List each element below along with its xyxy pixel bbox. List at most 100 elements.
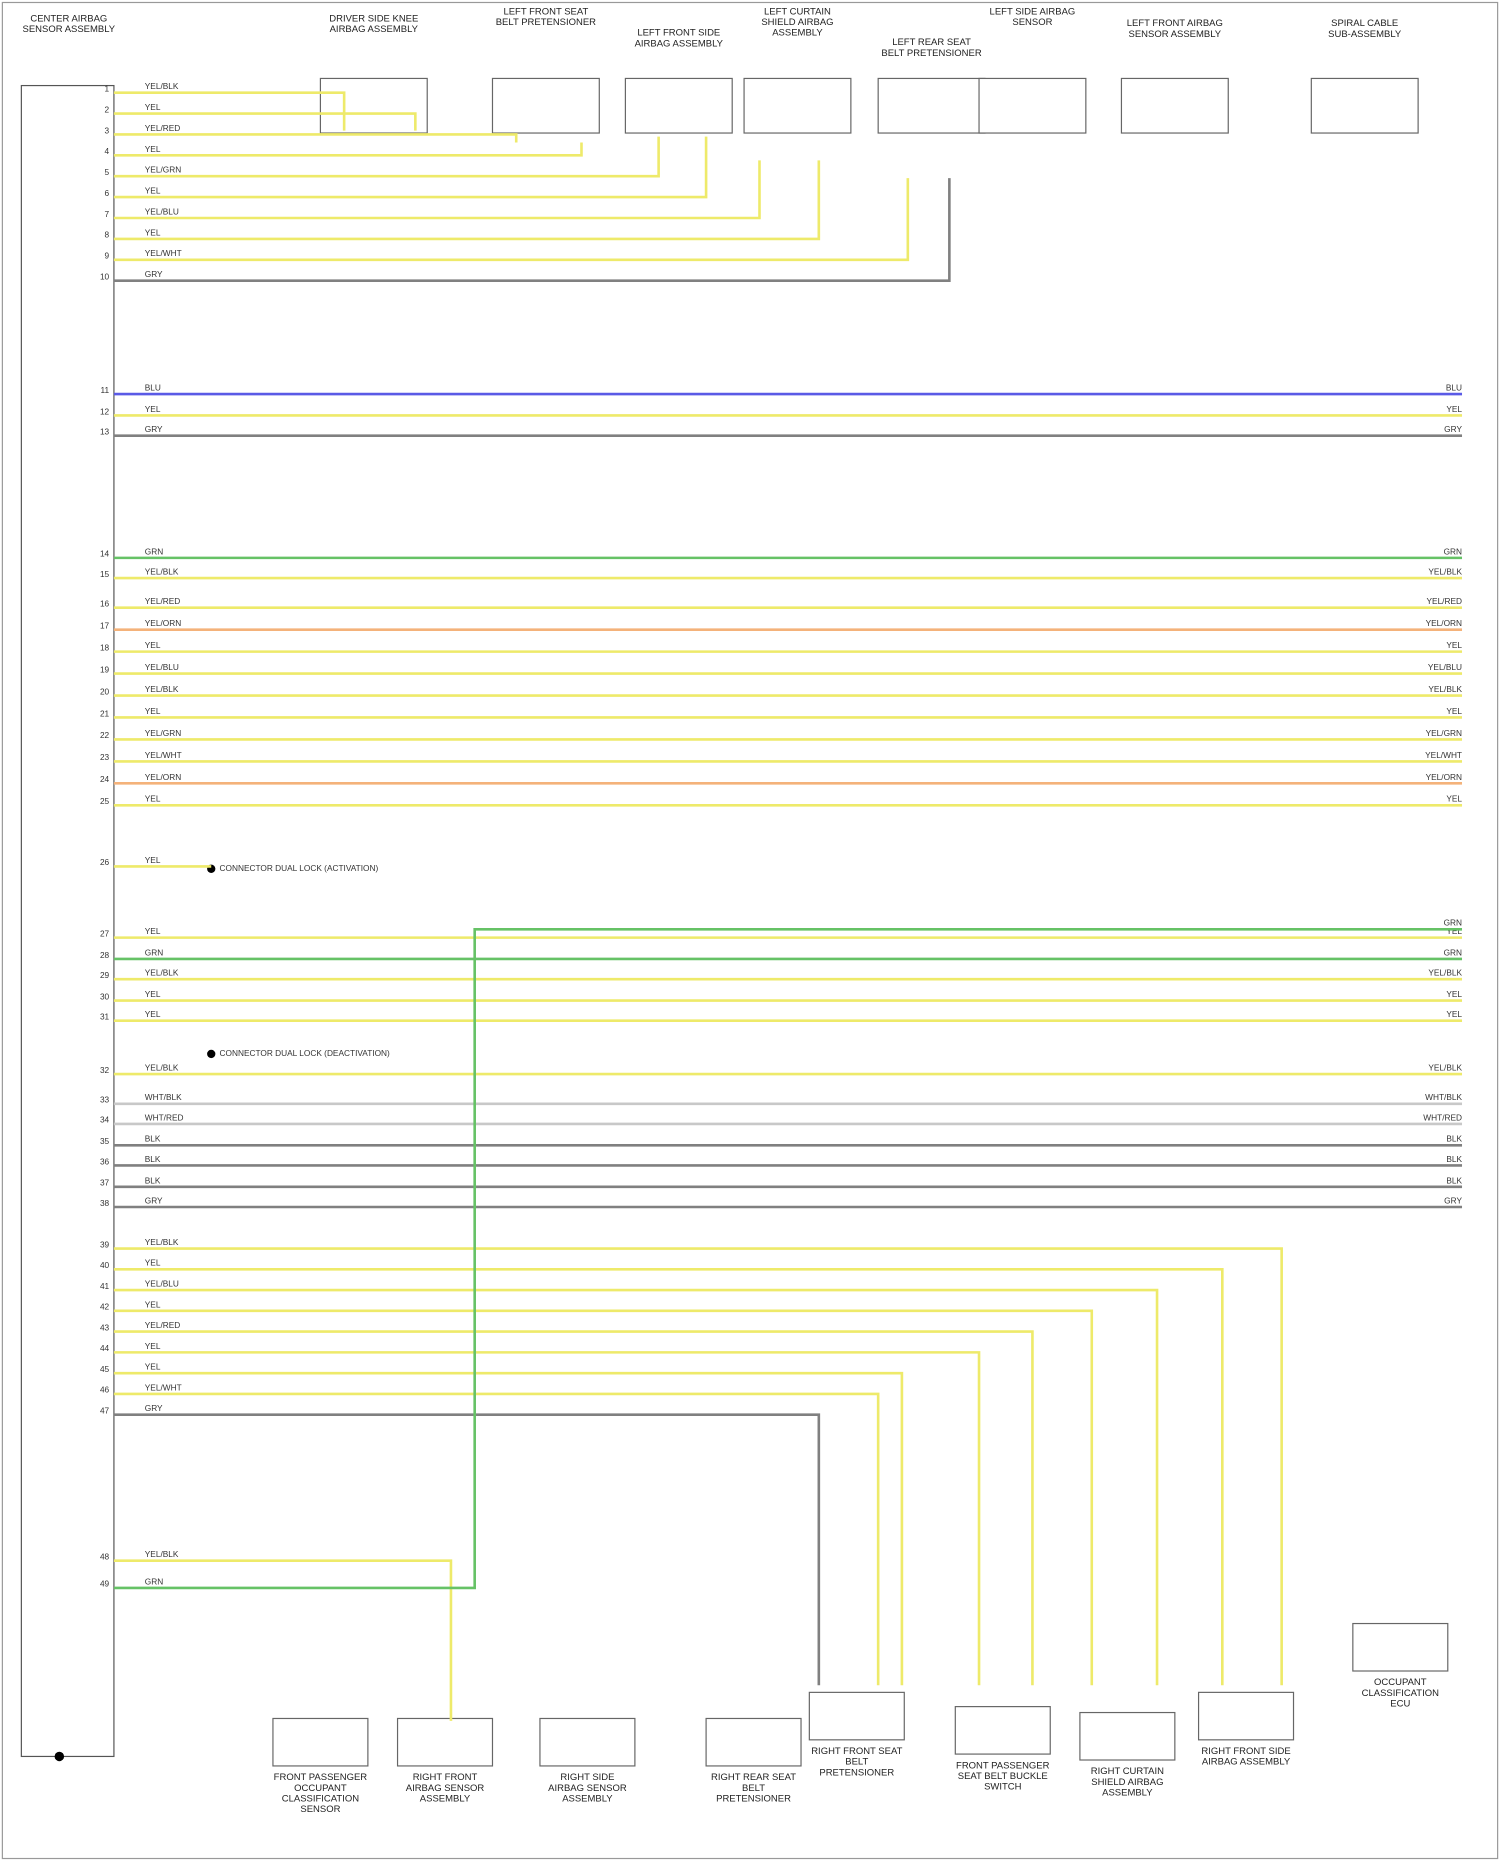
connector xyxy=(877,77,986,134)
wire-code: GRN xyxy=(1444,947,1462,957)
wire-code: BLK xyxy=(1446,1154,1462,1164)
wire-code: YEL xyxy=(145,706,161,716)
pin-number: 30 xyxy=(100,991,110,1001)
connector xyxy=(1310,77,1419,134)
wire-code: BLK xyxy=(145,1175,161,1185)
pin-number: 31 xyxy=(100,1012,110,1022)
wire-code: GRY xyxy=(1444,424,1462,434)
pin-number: 39 xyxy=(100,1239,110,1249)
pin-number: 1 xyxy=(105,83,110,93)
pin-number: 23 xyxy=(100,752,110,762)
pin-number: 6 xyxy=(105,188,110,198)
wire-code: GRN xyxy=(1444,546,1462,556)
wire-code: YEL/BLU xyxy=(145,206,179,216)
wire-code: BLK xyxy=(145,1134,161,1144)
wire-code: YEL/ORN xyxy=(1426,772,1462,782)
component-label: DRIVER SIDE KNEE AIRBAG ASSEMBLY xyxy=(329,13,418,35)
component-label: LEFT SIDE AIRBAG SENSOR xyxy=(990,6,1076,28)
module-box xyxy=(20,84,115,1758)
pin-number: 13 xyxy=(100,426,110,436)
wire-code: GRN xyxy=(145,947,163,957)
pin-number: 10 xyxy=(100,271,110,281)
wire-code: YEL/ORN xyxy=(145,772,181,782)
wire xyxy=(113,1247,1283,1686)
component-label: CENTER AIRBAG SENSOR ASSEMBLY xyxy=(23,13,116,35)
pin-number: 8 xyxy=(105,230,110,240)
wire-code: WHT/BLK xyxy=(145,1092,182,1102)
wire-code: YEL xyxy=(1446,404,1462,414)
wire xyxy=(113,1392,880,1686)
wire-code: YEL/ORN xyxy=(145,618,181,628)
wire-code: YEL/WHT xyxy=(1425,750,1462,760)
connector xyxy=(1079,1711,1176,1761)
wire xyxy=(113,136,708,199)
pin-number: 27 xyxy=(100,928,110,938)
pin-number: 44 xyxy=(100,1343,110,1353)
wire-code: YEL xyxy=(1446,1009,1462,1019)
pin-number: 25 xyxy=(100,796,110,806)
wire xyxy=(113,928,1463,1590)
wire-code: YEL/GRN xyxy=(145,165,181,175)
wire-code: WHT/BLK xyxy=(1425,1092,1462,1102)
pin-number: 41 xyxy=(100,1281,110,1291)
wire-code: YEL xyxy=(145,855,161,865)
wire-code: GRY xyxy=(145,269,163,279)
pin-number: 45 xyxy=(100,1364,110,1374)
wire-code: YEL/BLU xyxy=(1428,662,1462,672)
wire-code: GRY xyxy=(145,1403,163,1413)
note-dot xyxy=(207,1049,216,1059)
wire xyxy=(113,142,583,157)
wire xyxy=(113,178,951,282)
connector xyxy=(1352,1622,1449,1672)
wire-code: YEL/WHT xyxy=(145,750,182,760)
wire-code: YEL xyxy=(145,1009,161,1019)
component-label: LEFT FRONT SIDE AIRBAG ASSEMBLY xyxy=(635,28,724,50)
pin-number: 7 xyxy=(105,209,110,219)
pin-number: 26 xyxy=(100,857,110,867)
wire-code: YEL/BLK xyxy=(145,684,179,694)
wire xyxy=(113,1268,1224,1686)
wire-code: YEL/BLK xyxy=(1428,684,1462,694)
wire-code: YEL/BLK xyxy=(145,1237,179,1247)
pin-number: 24 xyxy=(100,774,110,784)
wire-code: GRY xyxy=(1444,1195,1462,1205)
wire-code: BLK xyxy=(1446,1134,1462,1144)
component-label: SPIRAL CABLE SUB-ASSEMBLY xyxy=(1328,18,1402,40)
wire xyxy=(113,1559,453,1721)
wire-code: YEL/BLU xyxy=(145,1279,179,1289)
wire-code: BLU xyxy=(1446,383,1462,393)
pin-number: 21 xyxy=(100,708,110,718)
wire-code: GRY xyxy=(145,1195,163,1205)
wire xyxy=(113,1330,1034,1686)
wire-code: YEL/BLK xyxy=(1428,1063,1462,1073)
wire-code: YEL xyxy=(145,1299,161,1309)
wire xyxy=(113,160,761,220)
wire-code: YEL/WHT xyxy=(145,248,182,258)
component-label: RIGHT FRONT SEAT BELT PRETENSIONER xyxy=(811,1746,902,1778)
wire-code: YEL/RED xyxy=(145,1320,181,1330)
wire-code: YEL xyxy=(145,926,161,936)
pin-number: 18 xyxy=(100,642,110,652)
note: CONNECTOR DUAL LOCK (DEACTIVATION) xyxy=(220,1048,390,1058)
wire-code: YEL/RED xyxy=(145,596,181,606)
ground-point xyxy=(54,1751,65,1762)
wire-code: GRN xyxy=(145,1576,163,1586)
wire-code: WHT/RED xyxy=(1423,1112,1462,1122)
pin-number: 36 xyxy=(100,1156,110,1166)
wire-code: WHT/RED xyxy=(145,1112,184,1122)
component-label: LEFT REAR SEAT BELT PRETENSIONER xyxy=(881,37,981,59)
connector xyxy=(1197,1691,1295,1741)
wire-code: YEL/ORN xyxy=(1426,618,1462,628)
pin-number: 4 xyxy=(105,146,110,156)
pin-number: 28 xyxy=(100,950,110,960)
wire xyxy=(113,1413,821,1686)
wire-code: YEL xyxy=(145,102,161,112)
wire-code: YEL/BLK xyxy=(145,1063,179,1073)
wire xyxy=(113,112,417,131)
wire-code: YEL xyxy=(145,1362,161,1372)
component-label: RIGHT FRONT SIDE AIRBAG ASSEMBLY xyxy=(1201,1746,1290,1768)
connector xyxy=(705,1717,802,1767)
wire xyxy=(113,178,910,262)
component-label: RIGHT FRONT AIRBAG SENSOR ASSEMBLY xyxy=(406,1772,485,1804)
